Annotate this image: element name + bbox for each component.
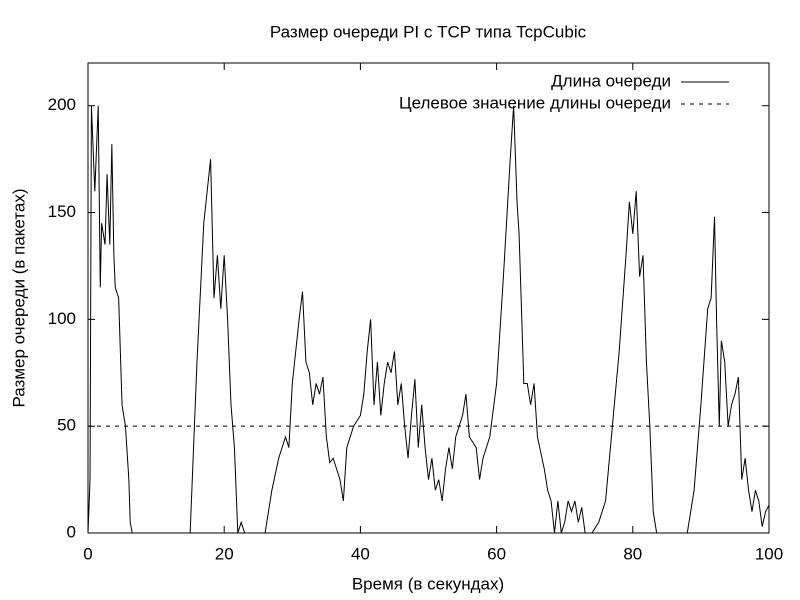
y-tick-label: 50 (57, 416, 76, 435)
x-axis-label: Время (в секундах) (352, 574, 504, 593)
x-tick-label: 100 (755, 544, 783, 563)
legend-label: Целевое значение длины очереди (399, 93, 671, 112)
y-tick-label: 100 (48, 309, 76, 328)
y-tick-label: 200 (48, 95, 76, 114)
x-tick-label: 40 (351, 544, 370, 563)
y-axis-label: Размер очереди (в пакетах) (9, 188, 28, 407)
x-tick-label: 0 (83, 544, 92, 563)
legend-label: Длина очереди (551, 71, 671, 90)
y-tick-label: 150 (48, 202, 76, 221)
x-tick-label: 60 (487, 544, 506, 563)
y-tick-label: 0 (67, 522, 76, 541)
plot-border (87, 62, 770, 534)
x-tick-label: 80 (623, 544, 642, 563)
chart-title: Размер очереди PI с TCP типа TcpCubic (270, 22, 587, 41)
x-tick-label: 20 (215, 544, 234, 563)
series-line (87, 105, 770, 534)
